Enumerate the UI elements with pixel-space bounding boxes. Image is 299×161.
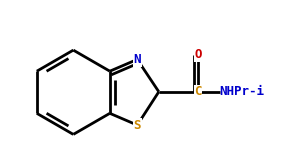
Text: NHPr-i: NHPr-i: [219, 85, 265, 98]
Text: S: S: [133, 119, 141, 132]
Text: C: C: [194, 85, 202, 98]
Text: N: N: [133, 53, 141, 66]
Text: O: O: [194, 48, 202, 61]
